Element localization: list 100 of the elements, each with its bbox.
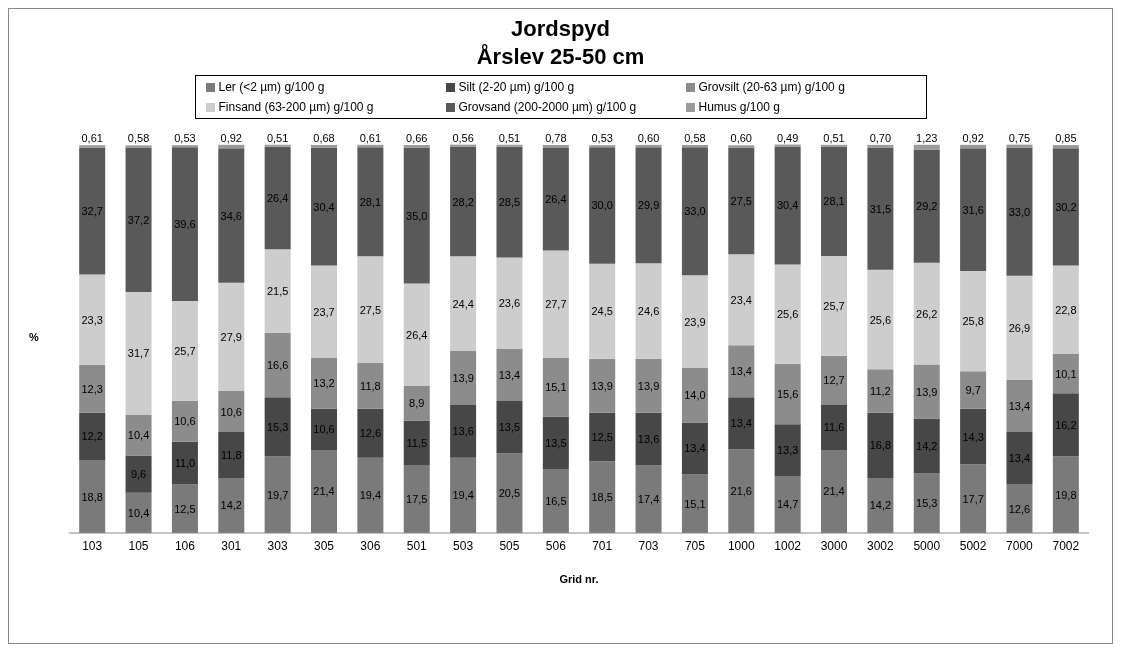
bar	[125, 455, 152, 493]
data-label: 13,6	[452, 425, 474, 438]
bar	[218, 390, 245, 433]
data-label: 11,2	[870, 384, 891, 397]
data-label: 15,3	[916, 497, 938, 510]
data-label: 0,85	[1055, 132, 1077, 145]
bar	[171, 300, 198, 401]
bar	[1052, 148, 1079, 266]
bar	[681, 422, 708, 475]
data-label: 13,9	[452, 371, 474, 384]
bar	[589, 145, 616, 148]
bar	[542, 144, 569, 148]
data-label: 23,3	[81, 313, 103, 326]
y-axis-title: %	[29, 330, 39, 343]
data-label: 21,4	[313, 485, 335, 498]
data-label: 34,6	[220, 209, 242, 222]
bar	[913, 473, 940, 533]
data-label: 27,9	[220, 330, 242, 343]
legend-label: Grovsand (200-2000 µm) g/100 g	[458, 100, 637, 114]
data-label: 14,0	[684, 389, 706, 402]
data-label: 25,8	[962, 315, 984, 328]
data-label: 12,3	[81, 382, 103, 395]
bar	[681, 275, 708, 369]
bar	[913, 262, 940, 365]
data-label: 13,4	[730, 417, 752, 430]
data-label: 28,2	[452, 195, 474, 208]
x-tick-label: 1000	[727, 538, 755, 553]
bar	[681, 474, 708, 533]
bar	[867, 144, 894, 148]
bar	[496, 401, 523, 454]
bar	[171, 145, 198, 148]
data-label: 23,4	[730, 293, 752, 306]
bar	[403, 147, 430, 284]
bar	[728, 145, 755, 148]
data-label: 10,6	[313, 423, 335, 436]
bar	[867, 369, 894, 413]
bar	[821, 255, 848, 356]
bar	[450, 350, 477, 405]
data-label: 27,5	[359, 303, 382, 316]
x-tick-label: 306	[360, 538, 381, 553]
bar	[1006, 144, 1033, 148]
data-label: 13,4	[730, 365, 752, 378]
data-label: 13,9	[916, 385, 938, 398]
data-label: 12,2	[81, 430, 103, 443]
x-tick-label: 1002	[774, 538, 802, 553]
bar	[728, 397, 755, 450]
bar	[821, 146, 848, 256]
bar	[960, 464, 987, 533]
x-tick-label: 103	[82, 538, 103, 553]
bar	[171, 441, 198, 485]
bar	[171, 400, 198, 442]
data-label: 20,5	[498, 487, 521, 500]
bar	[79, 460, 106, 533]
x-tick-label: 501	[406, 538, 428, 553]
bar	[960, 148, 987, 272]
data-label: 30,4	[313, 200, 335, 213]
bar	[79, 145, 106, 148]
bar	[635, 358, 662, 413]
data-label: 30,4	[776, 199, 799, 212]
legend-label: Ler (<2 µm) g/100 g	[218, 80, 325, 94]
bar	[357, 457, 384, 533]
data-label: 13,9	[637, 379, 660, 392]
data-label: 0,58	[127, 132, 150, 145]
data-label: 13,3	[776, 444, 799, 457]
data-label: 0,92	[962, 131, 984, 144]
bar	[357, 363, 384, 409]
bar	[403, 420, 430, 466]
bar	[589, 147, 616, 264]
bar	[311, 449, 338, 533]
bar	[913, 144, 940, 150]
x-tick-label: 503	[453, 538, 474, 553]
x-tick-label: 106	[174, 538, 196, 553]
bar	[589, 412, 616, 462]
data-label: 12,6	[1008, 502, 1031, 515]
bar	[913, 418, 940, 474]
bar	[960, 271, 987, 372]
bar	[79, 412, 106, 461]
bar	[774, 424, 801, 476]
bar	[867, 147, 894, 270]
x-tick-label: 7000	[1006, 538, 1034, 553]
data-label: 33,0	[1008, 205, 1031, 218]
data-label: 0,60	[730, 132, 752, 145]
bar	[125, 145, 152, 148]
x-tick-label: 3002	[867, 538, 895, 553]
data-label: 11,0	[174, 457, 196, 470]
data-label: 28,1	[359, 195, 382, 208]
bar	[79, 274, 106, 365]
data-label: 0,66	[406, 132, 428, 145]
bar	[728, 449, 755, 533]
data-label: 28,5	[498, 196, 521, 209]
legend-label: Humus g/100 g	[698, 100, 780, 114]
data-label: 18,8	[81, 490, 103, 503]
bar	[496, 146, 523, 258]
bar	[635, 465, 662, 533]
bar	[913, 149, 940, 263]
data-label: 17,5	[406, 493, 428, 506]
x-axis-title: Grid nr.	[559, 573, 599, 585]
bar	[218, 282, 245, 391]
data-label: 16,2	[1055, 418, 1077, 431]
data-label: 0,53	[591, 132, 613, 145]
